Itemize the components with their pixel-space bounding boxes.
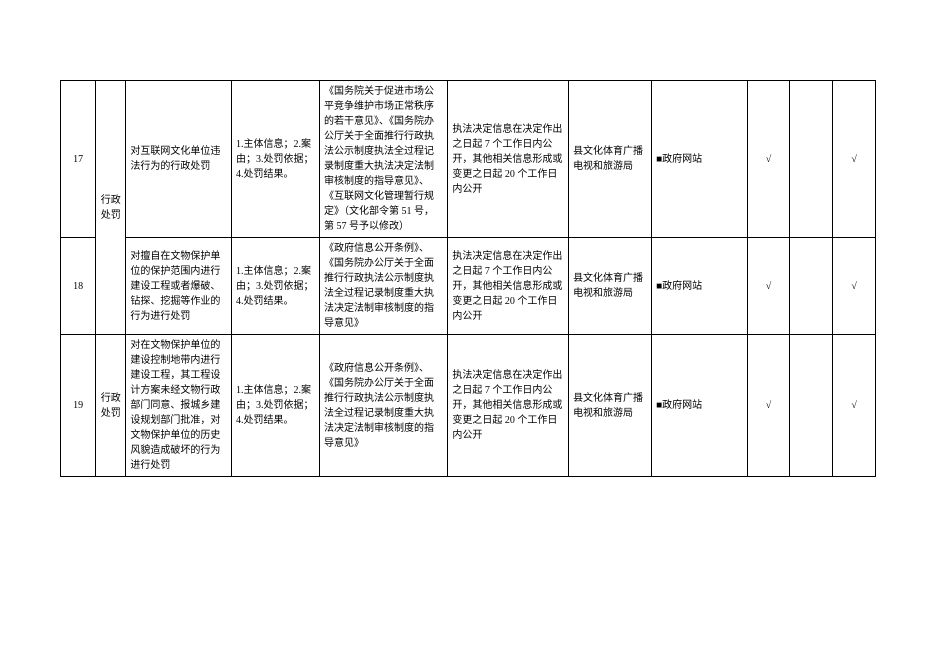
- cell-desc: 对在文物保护单位的建设控制地带内进行建设工程，其工程设计方案未经文物行政部门同意…: [126, 335, 232, 477]
- cell-check3: √: [833, 335, 876, 477]
- cell-channel: ■政府网站: [652, 81, 748, 238]
- cell-category: 行政处罚: [96, 335, 126, 477]
- cell-check3: √: [833, 238, 876, 335]
- cell-time: 执法决定信息在决定作出之日起 7 个工作日内公开，其他相关信息形成或变更之日起 …: [448, 238, 569, 335]
- cell-dept: 县文化体育广播电视和旅游局: [569, 335, 652, 477]
- page-container: 17 行政处罚 对互联网文化单位违法行为的行政处罚 1.主体信息；2.案由；3.…: [0, 0, 936, 477]
- table-row: 17 行政处罚 对互联网文化单位违法行为的行政处罚 1.主体信息；2.案由；3.…: [61, 81, 876, 238]
- cell-check1: √: [747, 335, 790, 477]
- cell-time: 执法决定信息在决定作出之日起 7 个工作日内公开，其他相关信息形成或变更之日起 …: [448, 81, 569, 238]
- cell-main: 1.主体信息；2.案由；3.处罚依据；4.处罚结果。: [232, 238, 320, 335]
- cell-main: 1.主体信息；2.案由；3.处罚依据；4.处罚结果。: [232, 81, 320, 238]
- cell-basis: 《政府信息公开条例》、《国务院办公厅关于全面推行行政执法公示制度执法全过程记录制…: [320, 335, 448, 477]
- cell-seq: 19: [61, 335, 96, 477]
- cell-check1: √: [747, 81, 790, 238]
- cell-category: 行政处罚: [96, 81, 126, 335]
- cell-dept: 县文化体育广播电视和旅游局: [569, 81, 652, 238]
- cell-check1: √: [747, 238, 790, 335]
- cell-check2: [790, 81, 833, 238]
- cell-desc: 对互联网文化单位违法行为的行政处罚: [126, 81, 232, 238]
- cell-seq: 17: [61, 81, 96, 238]
- cell-seq: 18: [61, 238, 96, 335]
- cell-basis: 《政府信息公开条例》、《国务院办公厅关于全面推行行政执法公示制度执法全过程记录制…: [320, 238, 448, 335]
- table-row: 18 对擅自在文物保护单位的保护范围内进行建设工程或者爆破、钻探、挖掘等作业的行…: [61, 238, 876, 335]
- cell-time: 执法决定信息在决定作出之日起 7 个工作日内公开，其他相关信息形成或变更之日起 …: [448, 335, 569, 477]
- cell-check3: √: [833, 81, 876, 238]
- cell-check2: [790, 335, 833, 477]
- cell-channel: ■政府网站: [652, 335, 748, 477]
- cell-main: 1.主体信息；2.案由；3.处罚依据；4.处罚结果。: [232, 335, 320, 477]
- cell-check2: [790, 238, 833, 335]
- cell-basis: 《国务院关于促进市场公平竞争维护市场正常秩序的若干意见》、《国务院办公厅关于全面…: [320, 81, 448, 238]
- cell-desc: 对擅自在文物保护单位的保护范围内进行建设工程或者爆破、钻探、挖掘等作业的行为进行…: [126, 238, 232, 335]
- table-row: 19 行政处罚 对在文物保护单位的建设控制地带内进行建设工程，其工程设计方案未经…: [61, 335, 876, 477]
- data-table: 17 行政处罚 对互联网文化单位违法行为的行政处罚 1.主体信息；2.案由；3.…: [60, 80, 876, 477]
- cell-dept: 县文化体育广播电视和旅游局: [569, 238, 652, 335]
- cell-channel: ■政府网站: [652, 238, 748, 335]
